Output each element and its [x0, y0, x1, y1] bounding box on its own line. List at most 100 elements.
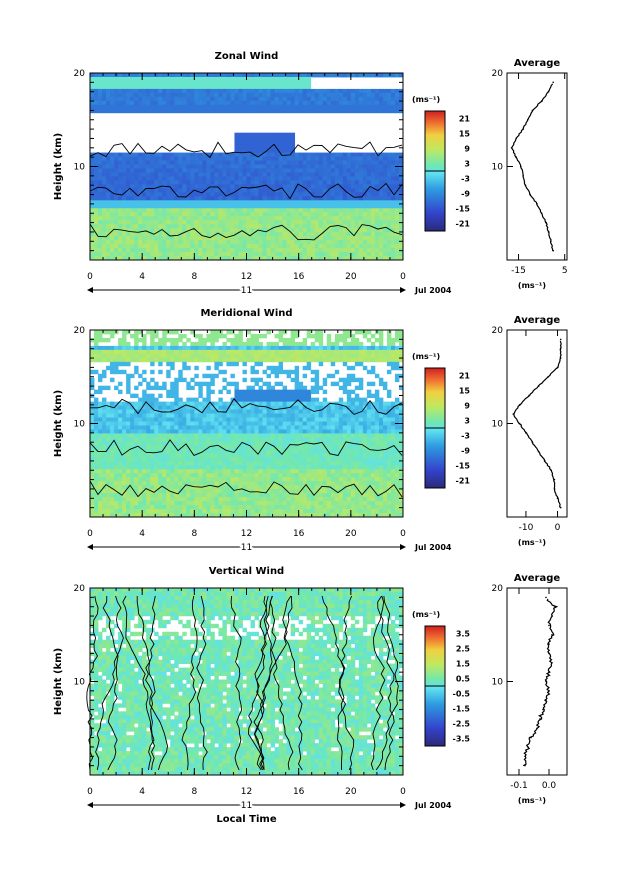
heatmap-cell: [114, 365, 119, 371]
heatmap-cell: [274, 160, 279, 165]
heatmap-cell: [106, 220, 111, 225]
heatmap-cell: [126, 92, 131, 98]
heatmap-cell: [162, 176, 167, 181]
heatmap-cell: [154, 73, 159, 78]
heatmap-cell: [378, 337, 384, 343]
heatmap-cell: [294, 445, 300, 450]
profile-y-tick-label: 20: [492, 69, 504, 79]
heatmap-cell: [146, 357, 151, 363]
heatmap-cell: [146, 417, 151, 422]
heatmap-cell: [202, 236, 207, 241]
heatmap-cell: [214, 212, 219, 217]
heatmap-cell: [142, 108, 147, 114]
heatmap-cell: [210, 200, 215, 205]
heatmap-cell: [230, 84, 235, 90]
heatmap-cell: [150, 232, 155, 237]
heatmap-cell: [174, 104, 179, 110]
heatmap-cell: [110, 353, 115, 359]
heatmap-cell: [370, 353, 376, 359]
heatmap-cell: [202, 88, 207, 94]
heatmap-cell: [286, 156, 292, 161]
heatmap-cell: [102, 349, 107, 355]
heatmap-cell: [310, 220, 316, 225]
heatmap-cell: [174, 176, 179, 181]
heatmap-cell: [206, 240, 211, 245]
heatmap-cell: [302, 240, 308, 245]
heatmap-cell: [106, 337, 111, 343]
heatmap-cell: [202, 252, 207, 257]
heatmap-cell: [234, 144, 239, 149]
heatmap-cell: [214, 429, 219, 434]
heatmap-cell: [126, 100, 131, 106]
heatmap-cell: [190, 168, 195, 173]
heatmap-cell: [290, 108, 296, 114]
heatmap-cell: [386, 184, 392, 189]
heatmap-cell: [238, 188, 243, 193]
heatmap-cell: [138, 373, 143, 379]
heatmap-cell: [98, 76, 103, 82]
heatmap-cell: [362, 180, 368, 185]
heatmap-cell: [350, 413, 356, 418]
heatmap-cell: [298, 248, 304, 253]
heatmap-cell: [190, 96, 195, 102]
heatmap-cell: [290, 208, 296, 213]
heatmap-cell: [118, 92, 123, 98]
heatmap-cell: [394, 377, 400, 383]
heatmap-cell: [362, 73, 368, 78]
heatmap-cell: [198, 417, 203, 422]
heatmap-cell: [154, 252, 159, 257]
heatmap-cell: [110, 401, 115, 406]
heatmap-cell: [154, 168, 159, 173]
panel-title: Zonal Wind: [215, 51, 279, 62]
heatmap-cell: [318, 156, 324, 161]
heatmap-cell: [254, 192, 259, 197]
heatmap-cell: [358, 345, 364, 351]
heatmap-cell: [154, 349, 159, 355]
heatmap-cell: [302, 433, 308, 438]
heatmap-cell: [210, 76, 215, 82]
heatmap-cell: [90, 96, 95, 102]
heatmap-cell: [186, 256, 191, 261]
heatmap-cell: [266, 192, 271, 197]
heatmap-cell: [374, 421, 380, 426]
heatmap-cell: [174, 417, 179, 422]
heatmap-cell: [318, 361, 324, 367]
heatmap-cell: [242, 401, 247, 406]
heatmap-cell: [342, 92, 348, 98]
heatmap-cell: [198, 421, 203, 426]
heatmap-cell: [130, 192, 135, 197]
heatmap-cell: [234, 357, 239, 363]
heatmap-cell: [366, 244, 372, 249]
heatmap-cell: [274, 216, 279, 221]
heatmap-cell: [118, 421, 123, 426]
heatmap-cell: [378, 236, 384, 241]
heatmap-cell: [354, 353, 360, 359]
heatmap-cell: [178, 421, 183, 426]
heatmap-cell: [150, 409, 155, 414]
heatmap-cell: [210, 389, 215, 395]
heatmap-cell: [310, 73, 316, 78]
heatmap-cell: [214, 409, 219, 414]
heatmap-cell: [282, 437, 288, 442]
heatmap-cell: [298, 220, 304, 225]
heatmap-cell: [290, 337, 296, 343]
heatmap-cell: [278, 445, 284, 450]
heatmap-cell: [310, 353, 316, 359]
heatmap-cell: [278, 236, 284, 241]
heatmap-cell: [90, 437, 95, 442]
heatmap-cell: [342, 108, 348, 114]
heatmap-cell: [210, 417, 215, 422]
heatmap-cell: [198, 413, 203, 418]
heatmap-cell: [314, 425, 320, 430]
heatmap-cell: [166, 156, 171, 161]
heatmap-cell: [194, 252, 199, 257]
heatmap-cell: [94, 248, 99, 253]
heatmap-cell: [354, 330, 360, 335]
heatmap-cell: [230, 252, 235, 257]
heatmap-cell: [170, 76, 175, 82]
heatmap-cell: [326, 104, 332, 110]
heatmap-cell: [122, 73, 127, 78]
heatmap-cell: [338, 180, 344, 185]
heatmap-cell: [114, 417, 119, 422]
heatmap-cell: [118, 405, 123, 410]
